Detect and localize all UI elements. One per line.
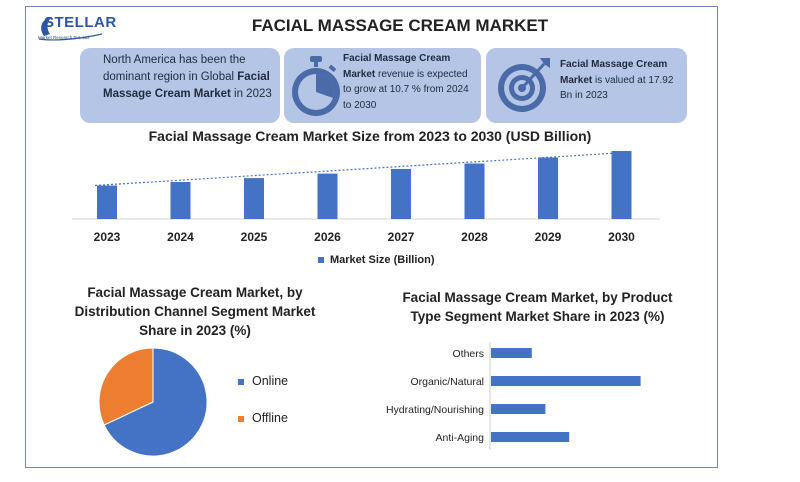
bar-chart-title: Facial Massage Cream Market Size from 20… bbox=[148, 128, 592, 144]
info-card-text: Facial Massage Cream Market is valued at… bbox=[560, 57, 680, 104]
legend-swatch-online bbox=[238, 378, 244, 385]
x-tick-label: 2023 bbox=[94, 230, 121, 244]
product-type-bar-chart: Others Organic/Natural Hydrating/Nourishin… bbox=[386, 342, 641, 450]
hbar-hydrating-nourishing bbox=[491, 404, 546, 414]
card-text-run: in 2023 bbox=[230, 88, 272, 100]
legend-label: Market Size (Billion) bbox=[330, 254, 435, 266]
y-tick-label: Hydrating/Nourishing bbox=[386, 404, 484, 416]
bar-2024 bbox=[170, 182, 191, 219]
info-card-text: North America has been the dominant regi… bbox=[103, 52, 275, 103]
legend-label: Offline bbox=[252, 411, 288, 425]
pie-legend-online: Online bbox=[238, 374, 288, 388]
x-tick-label: 2027 bbox=[388, 230, 415, 244]
bar-2023 bbox=[97, 185, 117, 219]
page-title: FACIAL MASSAGE CREAM MARKET bbox=[251, 16, 549, 35]
bar-2030 bbox=[611, 150, 632, 219]
card-text-run: Facial Massage Cream Market bbox=[103, 71, 270, 100]
hbar-chart-title: Facial Massage Cream Market, by Product … bbox=[402, 290, 673, 324]
stopwatch-icon bbox=[292, 56, 340, 116]
bar-chart-legend: Market Size (Billion) bbox=[318, 254, 435, 266]
logo-text: STELLAR bbox=[44, 14, 117, 31]
y-tick-label: Others bbox=[452, 348, 484, 360]
legend-swatch bbox=[318, 257, 324, 264]
trend-line bbox=[94, 152, 618, 187]
info-card-value: Facial Massage Cream Market is valued at… bbox=[486, 48, 687, 123]
x-tick-label: 2024 bbox=[167, 230, 194, 244]
bar-2027 bbox=[391, 168, 411, 219]
hbar-others bbox=[491, 348, 532, 358]
bar-2026 bbox=[317, 173, 338, 219]
info-card-growth: Facial Massage Cream Market revenue is e… bbox=[284, 48, 481, 123]
pie-slice-online bbox=[103, 347, 208, 457]
card-text-run: Facial Massage Cream Market bbox=[343, 53, 451, 80]
pie-chart-title: Facial Massage Cream Market, by Distribu… bbox=[74, 285, 316, 338]
card-text-run: revenue is expected to grow at 10.7 % fr… bbox=[343, 68, 469, 111]
market-size-bar-chart: 2023 2024 2025 2026 2027 2028 2029 2030 bbox=[72, 150, 660, 244]
y-tick-label: Anti-Aging bbox=[436, 432, 485, 444]
info-card-region: North America has been the dominant regi… bbox=[80, 48, 280, 123]
logo-subtext: Market Research Pvt. Ltd. bbox=[38, 35, 91, 40]
x-tick-label: 2030 bbox=[608, 230, 635, 244]
card-text-run: Facial Massage Cream Market bbox=[560, 59, 668, 86]
bar-2028 bbox=[464, 163, 485, 219]
x-tick-label: 2026 bbox=[314, 230, 341, 244]
pie-slice-offline bbox=[98, 347, 154, 426]
legend-label: Online bbox=[252, 374, 289, 388]
card-text-run: North America has been the dominant regi… bbox=[103, 54, 246, 83]
card-text-run: is valued at 17.92 Bn in 2023 bbox=[560, 74, 674, 102]
y-tick-label: Organic/Natural bbox=[410, 376, 484, 388]
target-icon bbox=[498, 58, 550, 112]
distribution-channel-pie-chart bbox=[98, 347, 208, 457]
x-tick-label: 2029 bbox=[535, 230, 562, 244]
bar-2025 bbox=[244, 178, 264, 219]
stellar-logo bbox=[38, 17, 103, 41]
x-tick-label: 2025 bbox=[241, 230, 268, 244]
legend-swatch-offline bbox=[238, 415, 244, 422]
x-tick-label: 2028 bbox=[461, 230, 488, 244]
bar-2029 bbox=[538, 157, 558, 219]
info-card-text: Facial Massage Cream Market revenue is e… bbox=[343, 51, 473, 113]
pie-legend-offline: Offline bbox=[238, 411, 288, 425]
hbar-organic-natural bbox=[491, 376, 641, 386]
hbar-anti-aging bbox=[491, 432, 570, 442]
